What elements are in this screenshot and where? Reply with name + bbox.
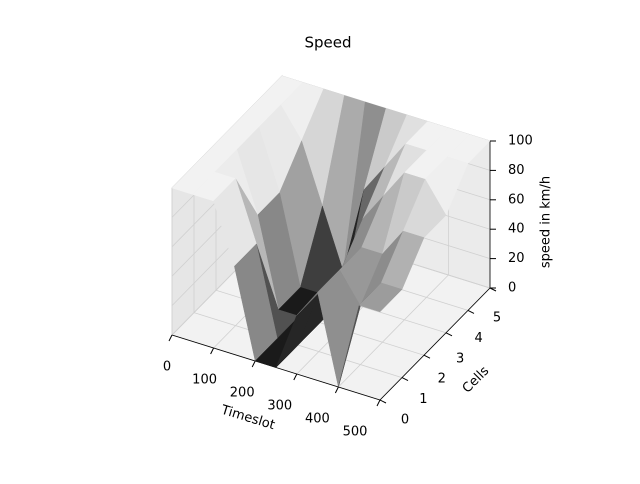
grid-line [338,274,449,388]
y-tick [445,332,453,337]
x-tick [251,360,256,368]
surface-patch [358,282,403,313]
labels: 0100200300400500012345020406080100Timesl… [163,134,554,440]
x-tick-label: 300 [267,399,292,414]
x-tick [293,373,298,381]
y-tick-label: 4 [474,331,482,346]
chart-title: Speed [304,34,351,52]
y-tick-label: 5 [493,311,501,326]
y-tick-label: 2 [438,372,446,387]
x-tick-label: 200 [230,386,255,401]
z-tick-label: 80 [508,163,525,178]
z-axis-label: speed in km/h [539,176,554,268]
x-tick-label: 100 [192,373,217,388]
y-tick [379,399,387,404]
x-tick-label: 400 [305,412,330,427]
y-tick-label: 1 [419,392,427,407]
x-tick-label: 500 [343,425,368,440]
y-tick-label: 0 [401,413,409,428]
z-tick-label: 60 [508,192,525,207]
y-tick [423,354,431,359]
y-tick [467,309,475,314]
z-tick-label: 20 [508,251,525,266]
x-tick [210,347,215,355]
z-tick-label: 0 [508,281,516,296]
axis-line [379,287,491,401]
x-tick [168,334,173,342]
z-tick-label: 40 [508,222,525,237]
x-tick [334,386,339,394]
z-tick-label: 100 [508,134,533,149]
y-tick-label: 3 [456,351,464,366]
x-tick-label: 0 [163,360,171,375]
surface [171,75,491,388]
x-tick [376,399,381,407]
y-tick [401,377,409,382]
